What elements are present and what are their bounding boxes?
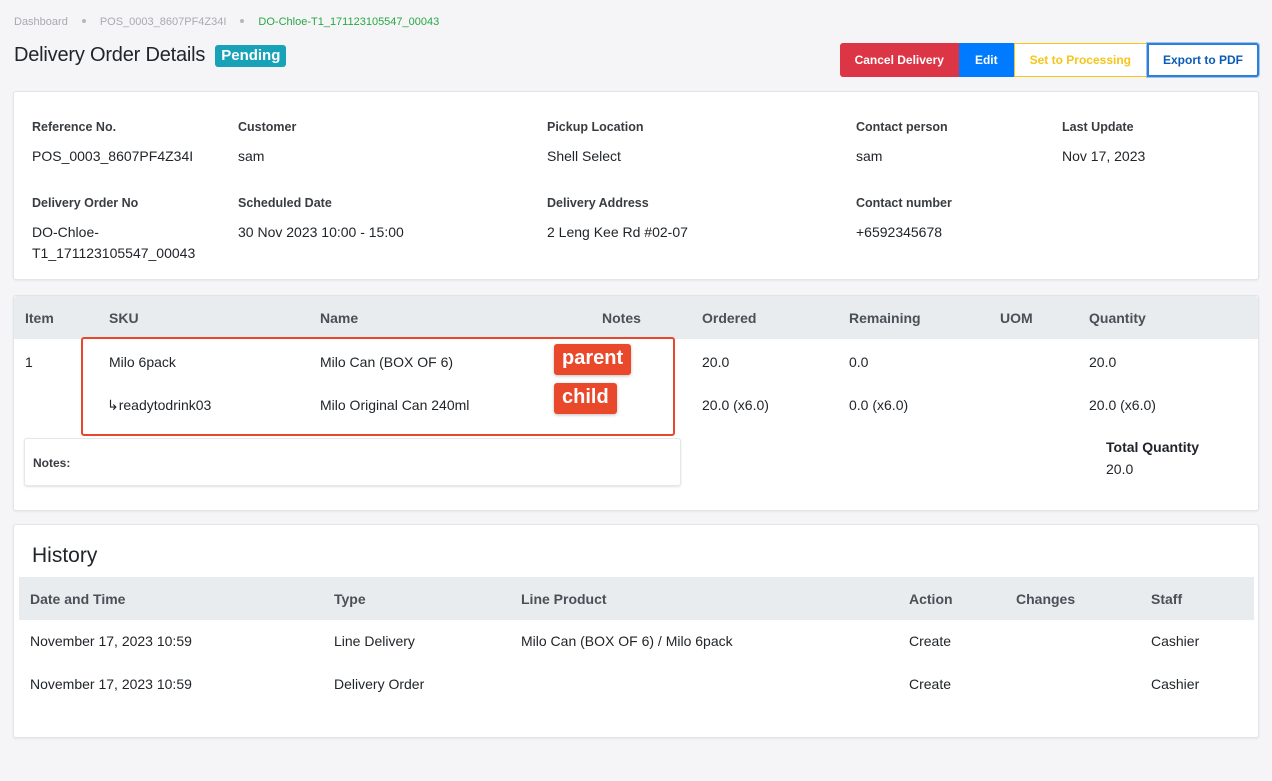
col-quantity: Quantity: [1089, 310, 1146, 326]
pickup-location-field: Pickup Location Shell Select: [547, 120, 644, 167]
delivery-address-field: Delivery Address 2 Leng Kee Rd #02-07: [547, 196, 688, 243]
delivery-order-no-label: Delivery Order No: [32, 196, 139, 210]
scheduled-date-value: 30 Nov 2023 10:00 - 15:00: [238, 224, 404, 240]
breadcrumb: Dashboard POS_0003_8607PF4Z34I DO-Chloe-…: [14, 16, 439, 28]
col-line-product: Line Product: [521, 591, 607, 607]
contact-person-label: Contact person: [856, 120, 948, 134]
delivery-order-no-line2: T1_171123105547_00043: [32, 245, 196, 261]
row-sku: Milo 6pack: [109, 354, 176, 370]
row-remaining: 0.0: [849, 354, 869, 370]
set-to-processing-button[interactable]: Set to Processing: [1013, 43, 1147, 77]
row-quantity: 20.0 (x6.0): [1089, 397, 1156, 413]
last-update-label: Last Update: [1062, 120, 1134, 134]
history-title: History: [32, 544, 98, 567]
delivery-address-value: 2 Leng Kee Rd #02-07: [547, 224, 688, 240]
history-card: History Date and Time Type Line Product …: [13, 524, 1259, 738]
child-arrow-icon: ↳: [107, 397, 119, 413]
pickup-location-value: Shell Select: [547, 148, 621, 164]
contact-number-field: Contact number +6592345678: [856, 196, 952, 243]
last-update-value: Nov 17, 2023: [1062, 148, 1146, 164]
history-line-product: Milo Can (BOX OF 6) / Milo 6pack: [521, 633, 733, 649]
delivery-order-no-line1: DO-Chloe-: [32, 224, 99, 240]
action-button-group: Cancel Delivery Edit Set to Processing E…: [839, 43, 1259, 77]
col-remaining: Remaining: [849, 310, 921, 326]
total-quantity-label: Total Quantity: [1106, 439, 1200, 455]
notes-label: Notes:: [33, 456, 71, 470]
annotation-parent-tag: parent: [554, 344, 632, 375]
notes-box: Notes:: [24, 438, 681, 486]
history-datetime: November 17, 2023 10:59: [30, 633, 192, 649]
history-action: Create: [909, 633, 952, 649]
history-datetime: November 17, 2023 10:59: [30, 676, 192, 692]
annotation-highlight-box: [81, 337, 675, 436]
history-action: Create: [909, 676, 952, 692]
col-changes: Changes: [1016, 591, 1076, 607]
customer-value: sam: [238, 148, 265, 164]
breadcrumb-reference[interactable]: POS_0003_8607PF4Z34I: [99, 16, 227, 28]
col-action: Action: [909, 591, 953, 607]
pickup-location-label: Pickup Location: [547, 120, 644, 134]
row-name: Milo Original Can 240ml: [320, 397, 470, 413]
delivery-address-label: Delivery Address: [547, 196, 649, 210]
col-type: Type: [334, 591, 366, 607]
breadcrumb-dashboard[interactable]: Dashboard: [14, 16, 68, 28]
col-name: Name: [320, 310, 359, 326]
contact-number-label: Contact number: [856, 196, 952, 210]
breadcrumb-current: DO-Chloe-T1_171123105547_00043: [258, 16, 440, 28]
row-sku-text: readytodrink03: [118, 397, 212, 413]
page-title: Delivery Order Details: [14, 44, 206, 66]
scheduled-date-field: Scheduled Date 30 Nov 2023 10:00 - 15:00: [238, 196, 404, 243]
col-date-time: Date and Time: [30, 591, 126, 607]
delivery-order-no-value: DO-Chloe- T1_171123105547_00043: [32, 222, 195, 264]
history-staff: Cashier: [1151, 633, 1200, 649]
col-sku: SKU: [109, 310, 139, 326]
col-ordered: Ordered: [702, 310, 757, 326]
row-ordered: 20.0 (x6.0): [702, 397, 769, 413]
row-name: Milo Can (BOX OF 6): [320, 354, 454, 370]
contact-person-field: Contact person sam: [856, 120, 948, 167]
breadcrumb-separator: [240, 19, 245, 23]
col-notes: Notes: [602, 310, 641, 326]
delivery-order-no-field: Delivery Order No DO-Chloe- T1_171123105…: [32, 196, 195, 264]
col-uom: UOM: [1000, 310, 1033, 326]
items-table-header: Item SKU Name Notes Ordered Remaining UO…: [14, 296, 1258, 339]
reference-value: POS_0003_8607PF4Z34I: [32, 148, 194, 164]
reference-label: Reference No.: [32, 120, 117, 134]
row-item-number: 1: [25, 354, 33, 370]
history-table-header: Date and Time Type Line Product Action C…: [19, 577, 1254, 620]
status-badge: Pending: [215, 44, 287, 67]
contact-number-value: +6592345678: [856, 224, 943, 240]
col-staff: Staff: [1151, 591, 1183, 607]
customer-label: Customer: [238, 120, 297, 134]
last-update-field: Last Update Nov 17, 2023: [1062, 120, 1145, 167]
scheduled-date-label: Scheduled Date: [238, 196, 332, 210]
breadcrumb-separator: [81, 19, 86, 23]
total-quantity-value: 20.0: [1106, 461, 1134, 477]
row-ordered: 20.0: [702, 354, 730, 370]
order-info-card: Reference No. POS_0003_8607PF4Z34I Custo…: [13, 91, 1259, 280]
history-staff: Cashier: [1151, 676, 1200, 692]
history-type: Line Delivery: [334, 633, 415, 649]
row-sku: ↳readytodrink03: [107, 397, 211, 414]
row-quantity: 20.0: [1089, 354, 1117, 370]
history-type: Delivery Order: [334, 676, 425, 692]
annotation-child-tag: child: [554, 383, 617, 414]
reference-field: Reference No. POS_0003_8607PF4Z34I: [32, 120, 193, 167]
line-items-card: Item SKU Name Notes Ordered Remaining UO…: [13, 295, 1259, 511]
row-remaining: 0.0 (x6.0): [849, 397, 909, 413]
contact-person-value: sam: [856, 148, 883, 164]
col-item: Item: [25, 310, 54, 326]
customer-field: Customer sam: [238, 120, 296, 167]
export-to-pdf-button[interactable]: Export to PDF: [1147, 43, 1259, 77]
cancel-delivery-button[interactable]: Cancel Delivery: [839, 43, 959, 77]
title-row: Delivery Order Details Pending: [14, 44, 287, 67]
edit-button[interactable]: Edit: [958, 43, 1014, 77]
